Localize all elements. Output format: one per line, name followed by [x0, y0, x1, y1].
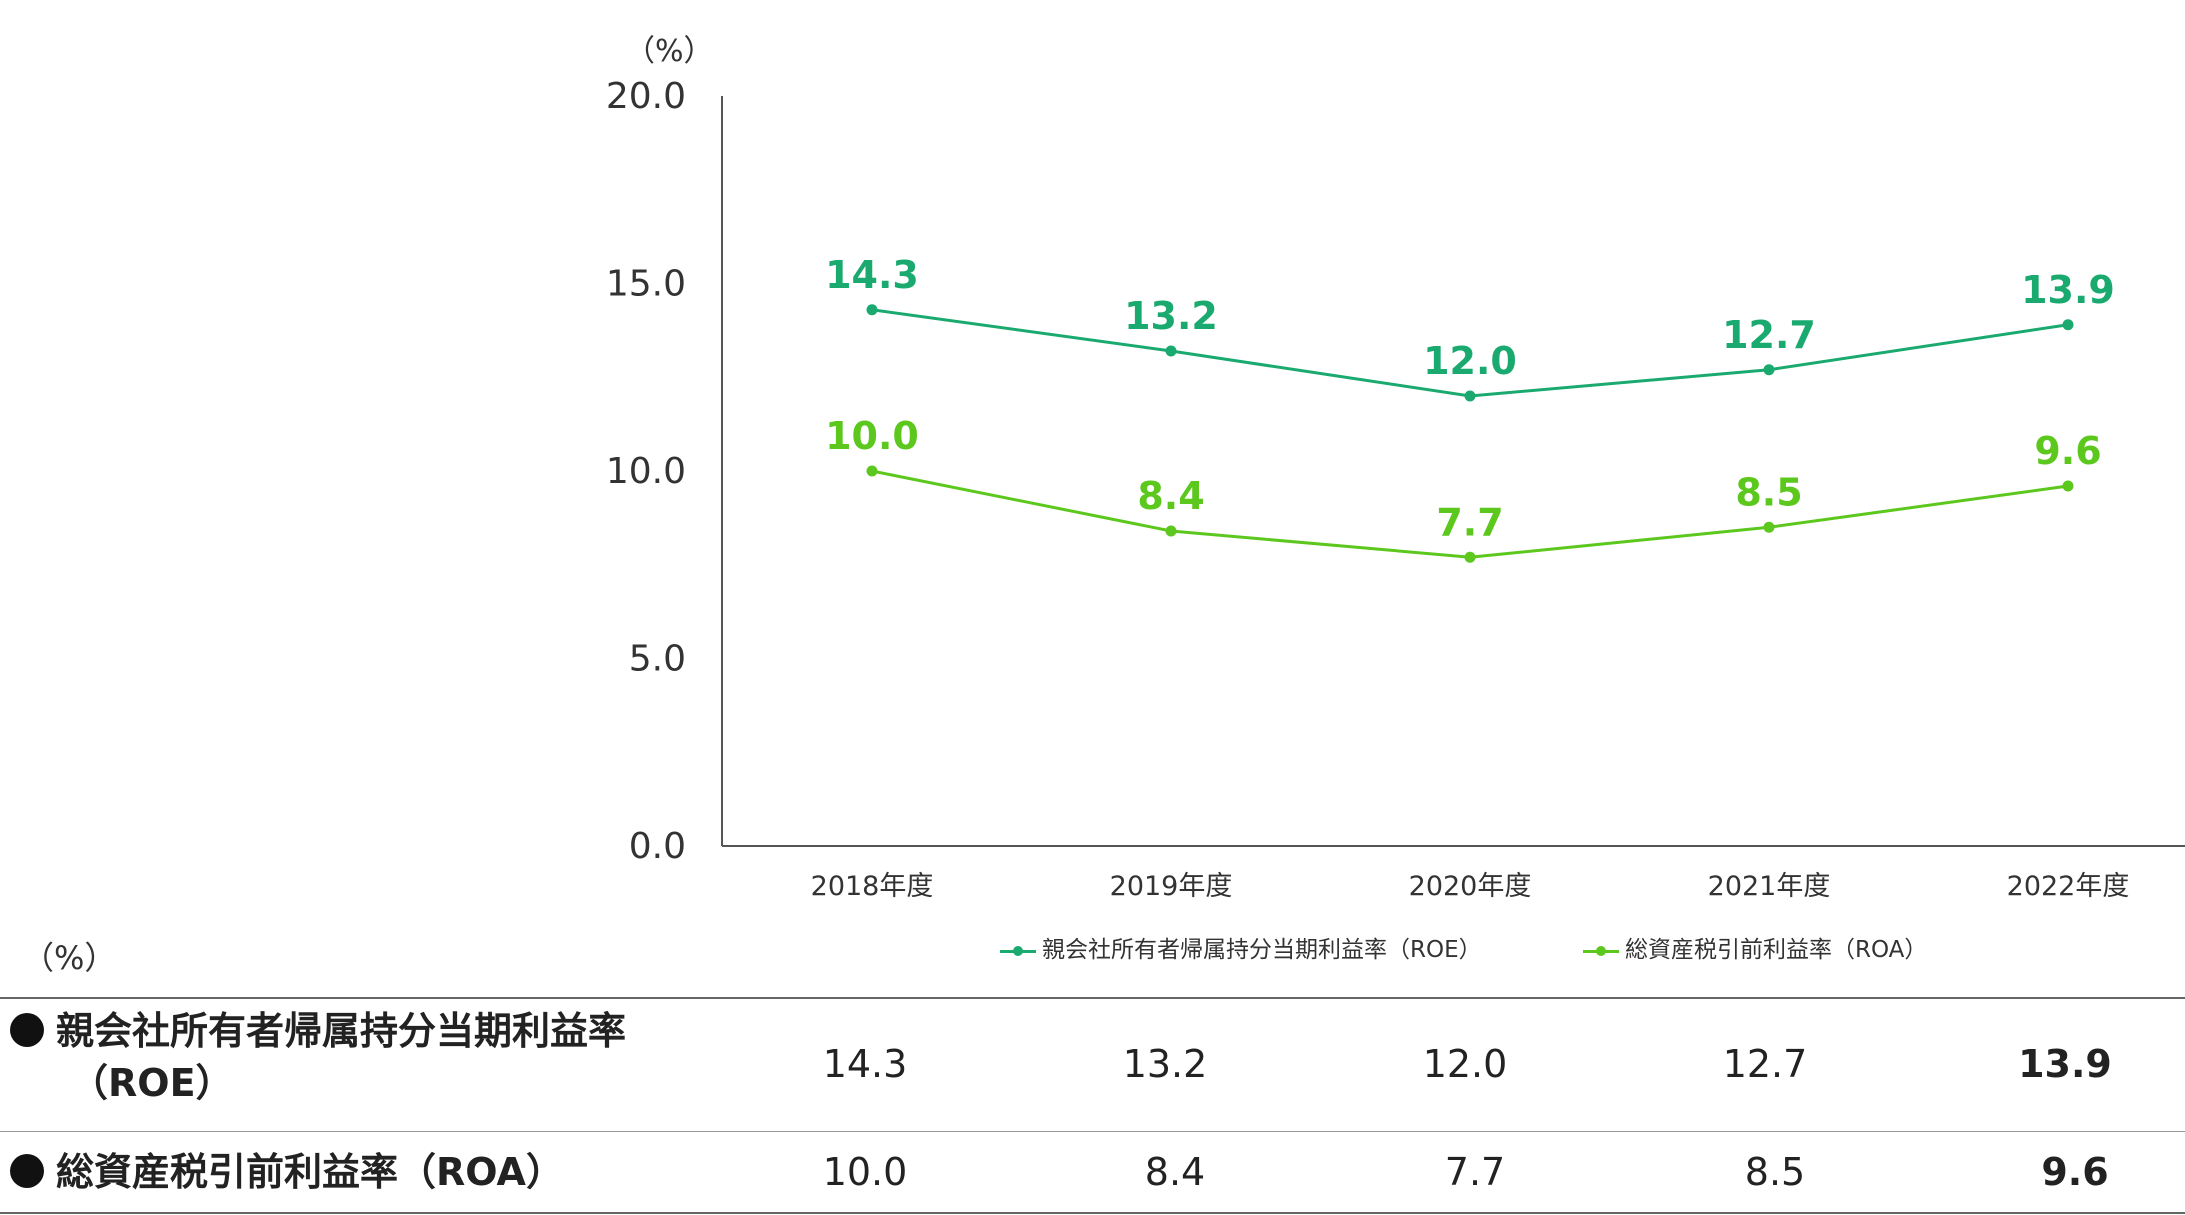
table-bottom-rule — [0, 1212, 2185, 1214]
y-tick-label: 0.0 — [629, 826, 686, 867]
data-point — [2062, 319, 2074, 331]
table-unit-label: （%） — [22, 939, 117, 977]
data-label: 9.6 — [2034, 429, 2101, 473]
table-cell: 8.4 — [1144, 1150, 1206, 1194]
table-cell: 9.6 — [2041, 1150, 2109, 1194]
row-label-roe: 親会社所有者帰属持分当期利益率 （ROE） — [10, 1005, 626, 1109]
legend-item-roe: 親会社所有者帰属持分当期利益率（ROE） — [1000, 930, 1482, 964]
legend-label-roe: 親会社所有者帰属持分当期利益率（ROE） — [1042, 937, 1482, 963]
data-point — [1165, 525, 1177, 537]
data-point — [1464, 551, 1476, 563]
table-cell: 14.3 — [822, 1042, 908, 1086]
x-tick-label: 2020年度 — [1409, 871, 1532, 902]
table-cell: 12.0 — [1422, 1042, 1508, 1086]
data-point — [1763, 521, 1775, 533]
data-point — [866, 304, 878, 316]
row-label-roa: 総資産税引前利益率（ROA） — [10, 1146, 564, 1198]
table-cell: 13.9 — [2018, 1042, 2112, 1086]
data-point — [1165, 345, 1177, 357]
x-tick-label: 2018年度 — [811, 871, 934, 902]
y-tick-label: 5.0 — [629, 639, 686, 680]
legend-swatch-roa — [1583, 941, 1619, 961]
y-tick-label: 15.0 — [606, 264, 686, 305]
data-point — [866, 465, 878, 477]
y-axis-unit-label: （%） — [625, 34, 714, 69]
x-tick-label: 2022年度 — [2007, 871, 2130, 902]
table-cell: 12.7 — [1722, 1042, 1808, 1086]
x-tick-label: 2021年度 — [1708, 871, 1831, 902]
table-row-divider — [0, 1131, 2185, 1132]
legend-item-roa: 総資産税引前利益率（ROA） — [1583, 930, 1927, 964]
data-label: 12.7 — [1722, 313, 1816, 357]
table-cell: 10.0 — [822, 1150, 908, 1194]
data-label: 13.9 — [2021, 268, 2115, 312]
bullet-icon — [10, 1013, 44, 1047]
data-point — [2062, 480, 2074, 492]
data-point — [1464, 390, 1476, 402]
legend-swatch-roe — [1000, 941, 1036, 961]
data-label: 7.7 — [1436, 500, 1503, 544]
y-tick-label: 20.0 — [606, 76, 686, 117]
data-label: 13.2 — [1124, 294, 1218, 338]
table-cell: 7.7 — [1444, 1150, 1506, 1194]
bullet-icon — [10, 1154, 44, 1188]
data-label: 8.5 — [1735, 470, 1802, 514]
table-cell: 8.5 — [1744, 1150, 1806, 1194]
x-tick-label: 2019年度 — [1110, 871, 1233, 902]
data-label: 8.4 — [1137, 474, 1204, 518]
legend-label-roa: 総資産税引前利益率（ROA） — [1625, 937, 1928, 963]
y-tick-label: 10.0 — [606, 451, 686, 492]
data-label: 10.0 — [825, 414, 919, 458]
line-chart: 0.0 5.0 10.0 15.0 20.0 2018年度 2019年度 2020年度 2021… — [606, 76, 2185, 902]
table-top-rule — [0, 997, 2185, 999]
data-label: 12.0 — [1423, 339, 1517, 383]
table-cell: 13.2 — [1122, 1042, 1208, 1086]
data-label: 14.3 — [825, 253, 919, 297]
data-point — [1763, 364, 1775, 376]
